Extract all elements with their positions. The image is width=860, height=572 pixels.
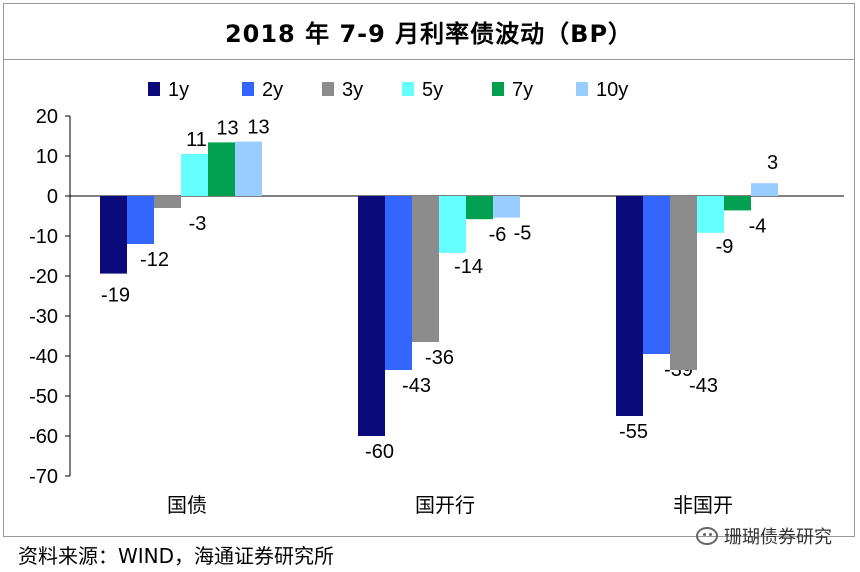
y-tick-label: -70 [29,466,58,488]
bar-7y-1 [466,196,493,220]
data-label-3y-2: -43 [689,375,718,397]
data-label-1y-2: -55 [619,421,648,443]
bar-2y-2 [643,196,670,354]
y-tick-label: -30 [29,306,58,328]
y-tick-label: 0 [47,186,58,208]
watermark-text: 珊瑚债券研究 [724,527,832,548]
bar-3y-1 [412,196,439,342]
legend-label-5y: 5y [422,79,443,101]
y-tick-label: -40 [29,346,58,368]
legend-swatch-1y [148,82,160,96]
legend-swatch-5y [402,82,414,96]
x-tick-label-1: 国开行 [415,494,475,517]
y-tick-label: -20 [29,266,58,288]
legend-swatch-10y [576,82,588,96]
data-label-5y-0: 11 [186,129,207,151]
chart-frame: 20 10 0 -10 -20 -30 -40 -50 -60 -70 -19 -12 -3 11 13 13… [3,59,855,537]
legend-label-7y: 7y [512,79,533,101]
bar-1y-0 [100,196,127,274]
legend-swatch-7y [492,82,504,96]
watermark: 珊瑚债券研究 [696,523,832,549]
bar-2y-1 [385,196,412,370]
data-label-2y-0: -12 [140,249,169,271]
bar-5y-0 [181,154,208,196]
data-label-3y-1: -36 [425,347,454,369]
bar-7y-0 [208,142,235,196]
data-label-10y-2: 3 [767,152,778,174]
data-label-1y-0: -19 [101,285,130,307]
x-tick-label-2: 非国开 [673,494,733,517]
legend-label-2y: 2y [262,79,283,101]
legend-label-1y: 1y [168,79,189,101]
bar-7y-2 [724,196,751,211]
y-tick-label: -60 [29,426,58,448]
data-label-5y-2: -9 [716,236,734,258]
data-label-10y-1: -5 [514,223,532,245]
bar-10y-0 [235,141,262,196]
bar-5y-2 [697,196,724,233]
data-label-7y-2: -4 [749,215,767,237]
source-note: 资料来源：WIND，海通证券研究所 [18,544,335,568]
bar-1y-2 [616,196,643,416]
legend-swatch-3y [322,82,334,96]
bar-2y-0 [127,196,154,244]
data-label-10y-0: 13 [247,117,269,139]
y-tick-label: -10 [29,226,58,248]
bar-5y-1 [439,196,466,253]
legend-label-3y: 3y [342,79,363,101]
data-label-7y-1: -6 [489,224,507,246]
chart-title: 2018 年 7-9 月利率债波动（BP） [3,3,855,59]
data-label-2y-1: -43 [402,375,431,397]
bar-10y-1 [493,196,520,218]
wechat-icon [696,527,718,545]
bar-10y-2 [751,183,778,196]
bar-3y-0 [154,196,181,208]
y-tick-label: 20 [36,106,58,128]
x-tick-label-0: 国债 [167,494,207,517]
data-label-1y-1: -60 [365,441,394,463]
bar-1y-1 [358,196,385,436]
legend-swatch-2y [242,82,254,96]
bar-chart: 20 10 0 -10 -20 -30 -40 -50 -60 -70 -19 -12 -3 11 13 13… [29,79,844,517]
data-label-3y-0: -3 [189,213,207,235]
y-tick-label: 10 [36,146,58,168]
data-label-5y-1: -14 [454,256,483,278]
data-label-7y-0: 13 [216,117,238,139]
bar-3y-2 [670,196,697,370]
legend-label-10y: 10y [596,79,628,101]
y-tick-label: -50 [29,386,58,408]
